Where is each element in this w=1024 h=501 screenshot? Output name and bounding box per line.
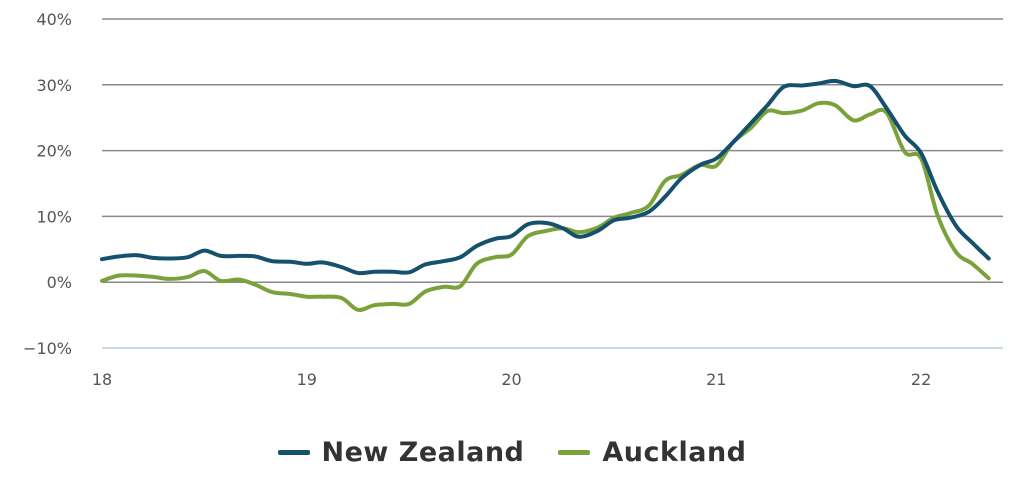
legend-item-new-zealand: New Zealand: [277, 436, 525, 468]
legend-item-auckland: Auckland: [558, 437, 746, 468]
series-lines: [100, 78, 991, 312]
legend-swatch-new-zealand: [277, 449, 310, 455]
gridlines: [102, 18, 1003, 349]
x-tick-label: 21: [706, 370, 726, 389]
series-line-auckland: [100, 100, 991, 312]
series-line-new-zealand: [100, 78, 991, 276]
x-tick-label: 22: [911, 370, 931, 389]
legend: New Zealand Auckland: [0, 430, 1024, 474]
legend-label-auckland: Auckland: [602, 436, 747, 468]
x-tick-label: 20: [501, 370, 521, 389]
y-tick-label: −10%: [23, 339, 72, 358]
y-tick-label: 40%: [36, 10, 72, 29]
y-tick-label: 20%: [36, 142, 72, 161]
x-axis-tick-labels: 18 19 20 21 22: [92, 370, 931, 389]
x-tick-label: 18: [92, 370, 112, 389]
line-chart: −10% 0% 10% 20% 30% 40% 18 19 20 21 22: [23, 10, 1003, 389]
x-tick-label: 19: [297, 370, 317, 389]
legend-swatch-auckland: [558, 449, 591, 455]
y-tick-label: 30%: [36, 76, 72, 95]
y-tick-label: 10%: [36, 207, 72, 226]
legend-label-new-zealand: New Zealand: [321, 436, 525, 468]
y-tick-label: 0%: [47, 273, 72, 292]
y-axis-tick-labels: −10% 0% 10% 20% 30% 40%: [23, 10, 72, 358]
